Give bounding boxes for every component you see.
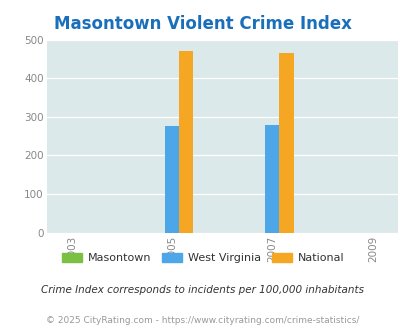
Bar — [165, 126, 179, 233]
Bar — [179, 51, 193, 233]
Bar — [279, 53, 293, 233]
Legend: Masontown, West Virginia, National: Masontown, West Virginia, National — [58, 248, 347, 267]
Bar — [265, 124, 279, 233]
Text: Masontown Violent Crime Index: Masontown Violent Crime Index — [54, 15, 351, 33]
Text: © 2025 CityRating.com - https://www.cityrating.com/crime-statistics/: © 2025 CityRating.com - https://www.city… — [46, 316, 359, 325]
Text: Crime Index corresponds to incidents per 100,000 inhabitants: Crime Index corresponds to incidents per… — [41, 285, 364, 295]
